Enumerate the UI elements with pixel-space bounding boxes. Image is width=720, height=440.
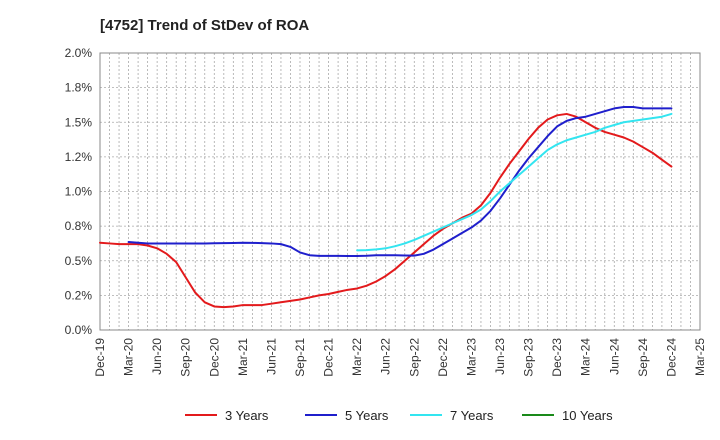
x-tick-label: Mar-23 — [464, 338, 478, 376]
x-tick-label: Jun-23 — [493, 338, 507, 375]
x-tick-label: Mar-21 — [236, 338, 250, 376]
x-tick-label: Mar-20 — [122, 338, 136, 376]
y-tick-label: 1.8% — [65, 81, 93, 95]
series-line-5-years — [127, 106, 673, 258]
series-line-3-years — [99, 112, 673, 309]
x-tick-label: Dec-22 — [436, 338, 450, 377]
x-tick-label: Sep-21 — [293, 338, 307, 377]
series-line-7-years — [356, 112, 673, 252]
x-tick-label: Dec-20 — [207, 338, 221, 377]
legend-label-5-years: 5 Years — [345, 408, 389, 423]
legend-label-3-years: 3 Years — [225, 408, 269, 423]
x-tick-label: Mar-22 — [350, 338, 364, 376]
x-tick-label: Sep-20 — [179, 338, 193, 377]
x-tick-label: Dec-24 — [664, 338, 678, 377]
plot-area — [99, 52, 701, 331]
y-tick-label: 0.0% — [65, 323, 93, 337]
x-axis-ticks: Dec-19 Mar-20 Jun-20 Sep-20 Dec-20 Mar-21 Jun-… — [93, 338, 707, 377]
x-tick-label: Mar-25 — [693, 338, 707, 376]
x-tick-label: Sep-23 — [522, 338, 536, 377]
x-tick-label: Dec-21 — [322, 338, 336, 377]
y-tick-label: 1.0% — [65, 185, 93, 199]
y-tick-label: 0.5% — [65, 254, 93, 268]
x-tick-label: Jun-21 — [264, 338, 278, 375]
legend-label-7-years: 7 Years — [450, 408, 494, 423]
legend-label-10-years: 10 Years — [562, 408, 613, 423]
y-axis-ticks: 0.0% 0.2% 0.5% 0.8% 1.0% 1.2% 1.5% 1.8% 2.0% — [65, 46, 93, 337]
series-lines — [99, 106, 673, 309]
x-tick-label: Jun-24 — [607, 338, 621, 375]
y-tick-label: 0.8% — [65, 219, 93, 233]
x-tick-label: Dec-19 — [93, 338, 107, 377]
y-tick-label: 1.5% — [65, 115, 93, 129]
chart-title: [4752] Trend of StDev of ROA — [100, 17, 309, 34]
y-tick-label: 2.0% — [65, 46, 93, 60]
y-tick-label: 1.2% — [65, 150, 93, 164]
x-tick-label: Jun-22 — [379, 338, 393, 375]
x-tick-label: Sep-22 — [407, 338, 421, 377]
y-tick-label: 0.2% — [65, 288, 93, 302]
x-tick-label: Mar-24 — [579, 338, 593, 376]
legend: 3 Years 5 Years 7 Years 10 Years — [185, 408, 613, 423]
x-tick-label: Jun-20 — [150, 338, 164, 375]
plot-border — [99, 52, 701, 331]
x-tick-label: Sep-24 — [636, 338, 650, 377]
x-tick-label: Dec-23 — [550, 338, 564, 377]
